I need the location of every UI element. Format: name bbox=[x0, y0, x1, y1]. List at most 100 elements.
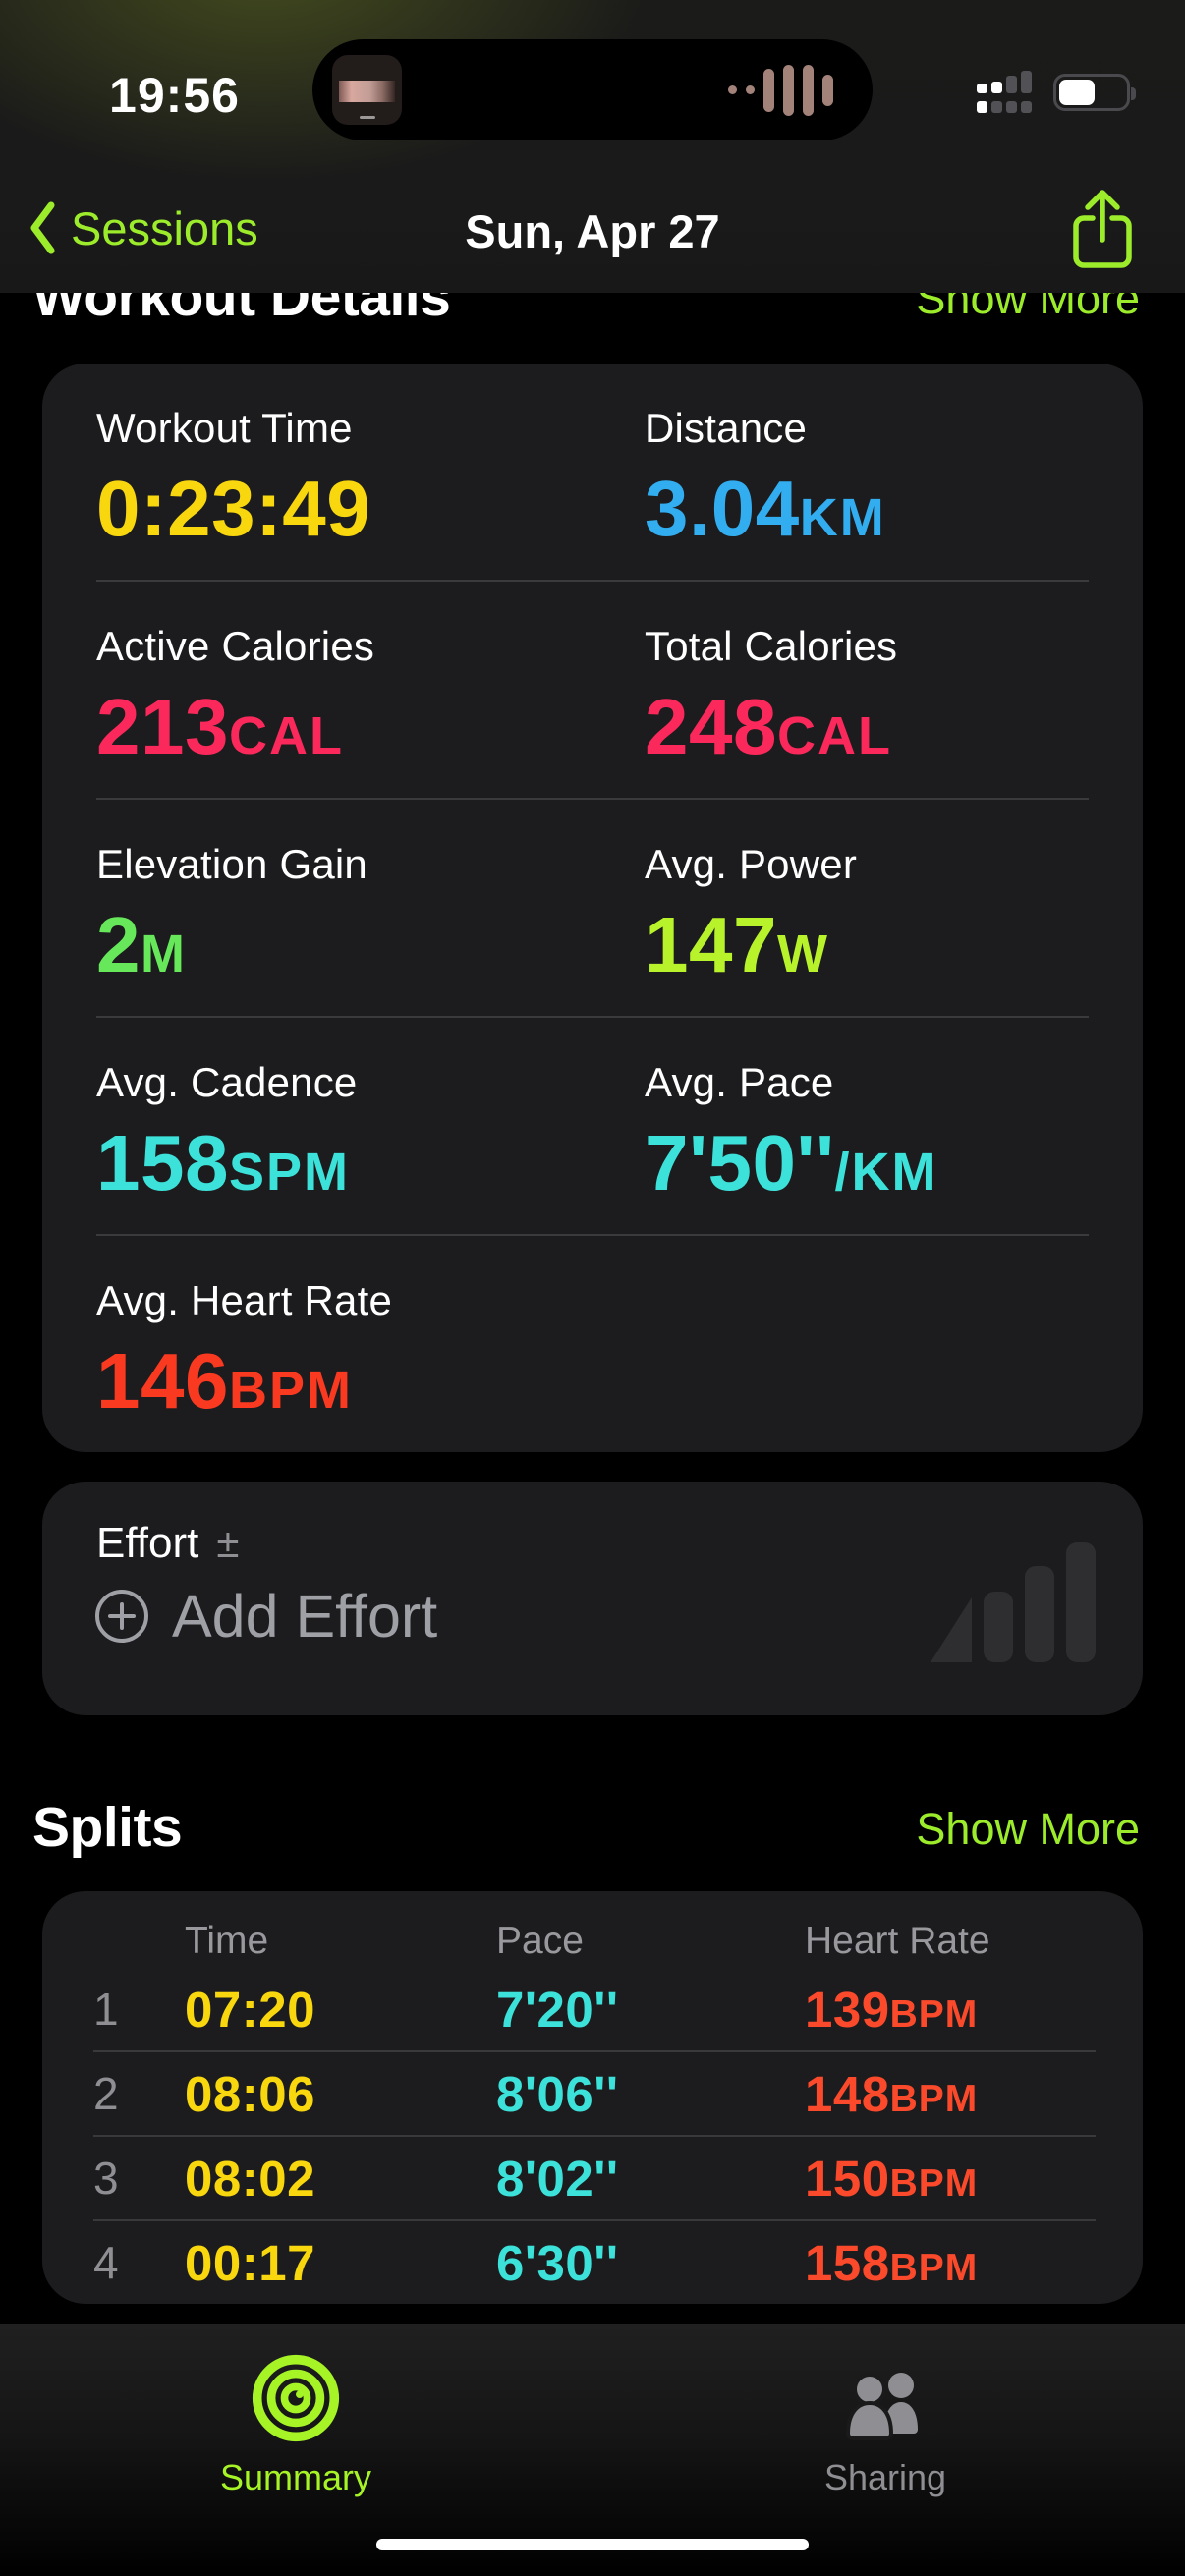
tab-summary-label: Summary bbox=[219, 2457, 372, 2497]
tab-sharing[interactable]: Sharing bbox=[748, 2353, 1023, 2498]
metric-label: Active Calories bbox=[96, 623, 375, 669]
metric-label: Avg. Cadence bbox=[96, 1059, 358, 1105]
metric-value: 146 bbox=[96, 1337, 229, 1425]
chevron-left-icon bbox=[30, 201, 55, 254]
split-number: 1 bbox=[93, 1984, 119, 2035]
metric-value: 213 bbox=[96, 683, 229, 770]
divider bbox=[96, 1016, 1089, 1018]
metric-avg-power: Avg. Power 147W bbox=[645, 839, 1089, 1016]
now-playing-album-art bbox=[332, 55, 402, 125]
plus-minus-icon: ± bbox=[216, 1520, 240, 1566]
metric-label: Elevation Gain bbox=[96, 841, 367, 887]
share-icon bbox=[1073, 190, 1132, 268]
split-pace: 8'02'' bbox=[496, 2150, 619, 2207]
metric-value: 248 bbox=[645, 683, 777, 770]
metric-label: Distance bbox=[645, 405, 808, 451]
metric-label: Avg. Pace bbox=[645, 1059, 834, 1105]
split-time: 08:06 bbox=[185, 2065, 315, 2122]
dynamic-island[interactable] bbox=[312, 39, 873, 140]
metric-unit: W bbox=[776, 924, 829, 983]
metric-total-calories: Total Calories 248CAL bbox=[645, 621, 1089, 798]
workout-metrics-card: Workout Time 0:23:49 Distance 3.04KM Act… bbox=[42, 364, 1143, 1452]
split-heart-rate: 139BPM bbox=[805, 1981, 979, 2038]
metric-value: 2 bbox=[96, 901, 141, 988]
split-pace: 8'06'' bbox=[496, 2065, 619, 2122]
split-time: 08:02 bbox=[185, 2150, 315, 2207]
metric-workout-time: Workout Time 0:23:49 bbox=[96, 403, 645, 580]
metric-value: 147 bbox=[645, 901, 777, 988]
divider bbox=[93, 2050, 1096, 2052]
split-row: 1 07:20 7'20'' 139BPM bbox=[42, 1968, 1143, 2050]
divider bbox=[96, 580, 1089, 582]
activity-rings-icon bbox=[252, 2354, 340, 2442]
metric-unit: CAL bbox=[776, 706, 892, 765]
back-button-sessions[interactable]: Sessions bbox=[28, 200, 258, 255]
metric-distance: Distance 3.04KM bbox=[645, 403, 1089, 580]
metric-unit: M bbox=[141, 924, 187, 983]
metric-avg-heart-rate: Avg. Heart Rate 146BPM bbox=[96, 1275, 645, 1452]
audio-waveform-icon bbox=[728, 39, 833, 140]
split-heart-rate: 158BPM bbox=[805, 2234, 979, 2291]
split-time: 07:20 bbox=[185, 1981, 315, 2038]
metric-unit: CAL bbox=[228, 706, 344, 765]
splits-heading-row: Splits Show More bbox=[32, 1796, 1140, 1859]
metrics-row: Avg. Cadence 158SPM Avg. Pace 7'50''/KM bbox=[42, 1018, 1143, 1234]
divider bbox=[96, 798, 1089, 800]
splits-header-row: Time Pace Heart Rate bbox=[42, 1915, 1143, 1968]
people-icon bbox=[845, 2373, 918, 2440]
effort-title: Effort bbox=[96, 1519, 199, 1567]
add-effort-button[interactable]: Add Effort bbox=[93, 1582, 437, 1651]
splits-heading: Splits bbox=[32, 1796, 183, 1859]
column-header-pace: Pace bbox=[496, 1920, 584, 1962]
plus-circle-icon bbox=[95, 1590, 148, 1643]
splits-show-more-link[interactable]: Show More bbox=[916, 1804, 1140, 1854]
metric-elevation-gain: Elevation Gain 2M bbox=[96, 839, 645, 1016]
split-number: 3 bbox=[93, 2153, 119, 2204]
add-effort-label: Add Effort bbox=[172, 1583, 438, 1650]
battery-icon bbox=[1053, 74, 1136, 111]
divider bbox=[96, 1234, 1089, 1236]
home-indicator[interactable] bbox=[376, 2539, 809, 2550]
tab-summary[interactable]: Summary bbox=[158, 2353, 433, 2498]
cellular-signal-icon bbox=[977, 71, 1034, 114]
tab-bar: Summary Sharing bbox=[0, 2324, 1185, 2576]
metric-value: 0:23:49 bbox=[96, 465, 371, 552]
metric-label: Avg. Heart Rate bbox=[96, 1277, 393, 1323]
divider bbox=[93, 2219, 1096, 2221]
metric-value: 158 bbox=[96, 1119, 229, 1206]
share-button[interactable] bbox=[1071, 187, 1134, 278]
tab-sharing-label: Sharing bbox=[823, 2457, 947, 2497]
split-row: 4 00:17 6'30'' 158BPM bbox=[42, 2221, 1143, 2304]
status-time: 19:56 bbox=[109, 68, 240, 123]
effort-card: Effort ± Add Effort bbox=[42, 1482, 1143, 1715]
split-row: 3 08:02 8'02'' 150BPM bbox=[42, 2137, 1143, 2219]
metrics-row: Avg. Heart Rate 146BPM bbox=[42, 1236, 1143, 1452]
metric-unit: SPM bbox=[228, 1143, 351, 1202]
nav-title: Sun, Apr 27 bbox=[465, 205, 720, 257]
metrics-row: Workout Time 0:23:49 Distance 3.04KM bbox=[42, 364, 1143, 580]
split-heart-rate: 148BPM bbox=[805, 2065, 979, 2122]
metric-avg-pace: Avg. Pace 7'50''/KM bbox=[645, 1057, 1089, 1234]
metric-unit: BPM bbox=[228, 1361, 353, 1420]
split-heart-rate: 150BPM bbox=[805, 2150, 979, 2207]
metric-label: Avg. Power bbox=[645, 841, 857, 887]
effort-title-row: Effort ± bbox=[96, 1519, 239, 1568]
column-header-time: Time bbox=[185, 1920, 269, 1962]
split-number: 4 bbox=[93, 2237, 119, 2288]
metric-label: Workout Time bbox=[96, 405, 353, 451]
back-button-label: Sessions bbox=[71, 201, 258, 254]
metric-value: 7'50'' bbox=[645, 1119, 835, 1206]
metric-label: Total Calories bbox=[645, 623, 898, 669]
column-header-heart-rate: Heart Rate bbox=[805, 1920, 990, 1962]
effort-bars-icon bbox=[931, 1542, 1096, 1662]
split-pace: 6'30'' bbox=[496, 2234, 619, 2291]
metrics-row: Elevation Gain 2M Avg. Power 147W bbox=[42, 800, 1143, 1016]
status-icons bbox=[977, 71, 1136, 114]
split-time: 00:17 bbox=[185, 2234, 315, 2291]
split-pace: 7'20'' bbox=[496, 1981, 619, 2038]
metric-value: 3.04 bbox=[645, 465, 800, 552]
splits-card: Time Pace Heart Rate 1 07:20 7'20'' 139B… bbox=[42, 1891, 1143, 2304]
metric-unit: KM bbox=[799, 488, 886, 547]
metric-active-calories: Active Calories 213CAL bbox=[96, 621, 645, 798]
